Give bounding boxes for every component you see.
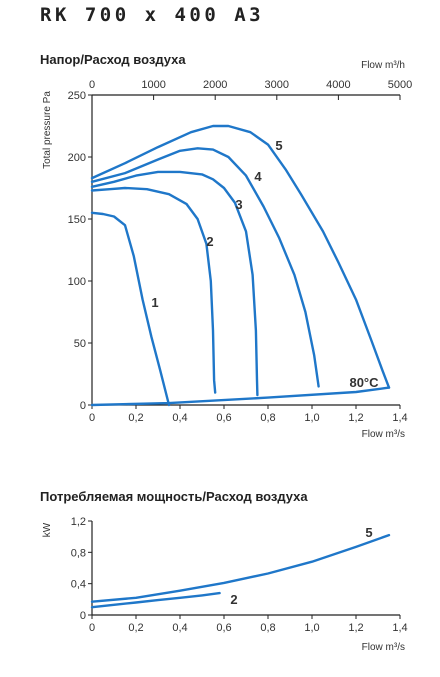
pressure-curve-1 [90,211,171,407]
power-x-tick-label: 1,0 [304,622,319,634]
temperature-annotation: 80°C [349,375,379,390]
power-y-tick-label: 0,4 [71,579,86,591]
power-curve-5 [90,533,391,603]
power-curve-label-5: 5 [365,525,372,540]
pressure-curve-3 [90,170,259,397]
pressure-x2-tick-label: 0 [89,79,95,91]
pressure-y-axis-label: Total pressure Pa [42,91,53,169]
pressure-curve-5 [90,124,391,389]
power-x-tick-label: 0,4 [172,622,187,634]
power-curve-2 [90,591,221,609]
pressure-x2-tick-label: 1000 [141,79,165,91]
pressure-x2-tick-label: 5000 [388,79,412,91]
pressure-curve-2 [90,186,217,394]
power-x-tick-label: 1,4 [392,622,407,634]
pressure-x-tick-label: 0,2 [128,412,143,424]
pressure-x2-tick-label: 2000 [203,79,227,91]
pressure-x-axis-label: Flow m³/s [362,429,405,440]
pressure-x-tick-label: 1,2 [348,412,363,424]
power-y-tick-label: 0 [80,610,86,622]
pressure-x-tick-label: 1,0 [304,412,319,424]
pressure-x2-axis-label: Flow m³/h [361,60,405,71]
pressure-curve-label-2: 2 [206,234,213,249]
pressure-x-tick-label: 0,6 [216,412,231,424]
power-curve-label-2: 2 [230,592,237,607]
pressure-y-tick-label: 100 [68,276,86,288]
pressure-y-tick-label: 0 [80,400,86,412]
power-y-axis-label: kW [42,522,53,537]
pressure-y-tick-label: 150 [68,214,86,226]
power-x-tick-label: 0,8 [260,622,275,634]
pressure-x2-tick-label: 4000 [326,79,350,91]
pressure-curve-label-4: 4 [254,169,262,184]
pressure-y-tick-label: 200 [68,152,86,164]
power-y-tick-label: 1,2 [71,516,86,528]
pressure-x-tick-label: 0 [89,412,95,424]
power-x-tick-label: 0,2 [128,622,143,634]
pressure-x2-tick-label: 3000 [265,79,289,91]
pressure-curve-80C [90,386,391,407]
power-x-tick-label: 1,2 [348,622,363,634]
page-title: RK 700 x 400 A3 [40,4,265,26]
pressure-chart-title: Напор/Расход воздуха [40,52,186,67]
pressure-x-tick-label: 1,4 [392,412,407,424]
pressure-curve-label-5: 5 [275,138,282,153]
pressure-x-tick-label: 0,4 [172,412,187,424]
pressure-curve-4 [90,147,320,388]
power-y-tick-label: 0,8 [71,547,86,559]
pressure-curve-label-3: 3 [235,197,242,212]
pressure-y-tick-label: 50 [74,338,86,350]
power-x-tick-label: 0,6 [216,622,231,634]
power-chart-title: Потребляемая мощность/Расход воздуха [40,489,308,504]
power-x-axis-label: Flow m³/s [362,642,405,653]
power-x-tick-label: 0 [89,622,95,634]
pressure-x-tick-label: 0,8 [260,412,275,424]
pressure-curve-label-1: 1 [151,295,158,310]
pressure-y-tick-label: 250 [68,90,86,102]
